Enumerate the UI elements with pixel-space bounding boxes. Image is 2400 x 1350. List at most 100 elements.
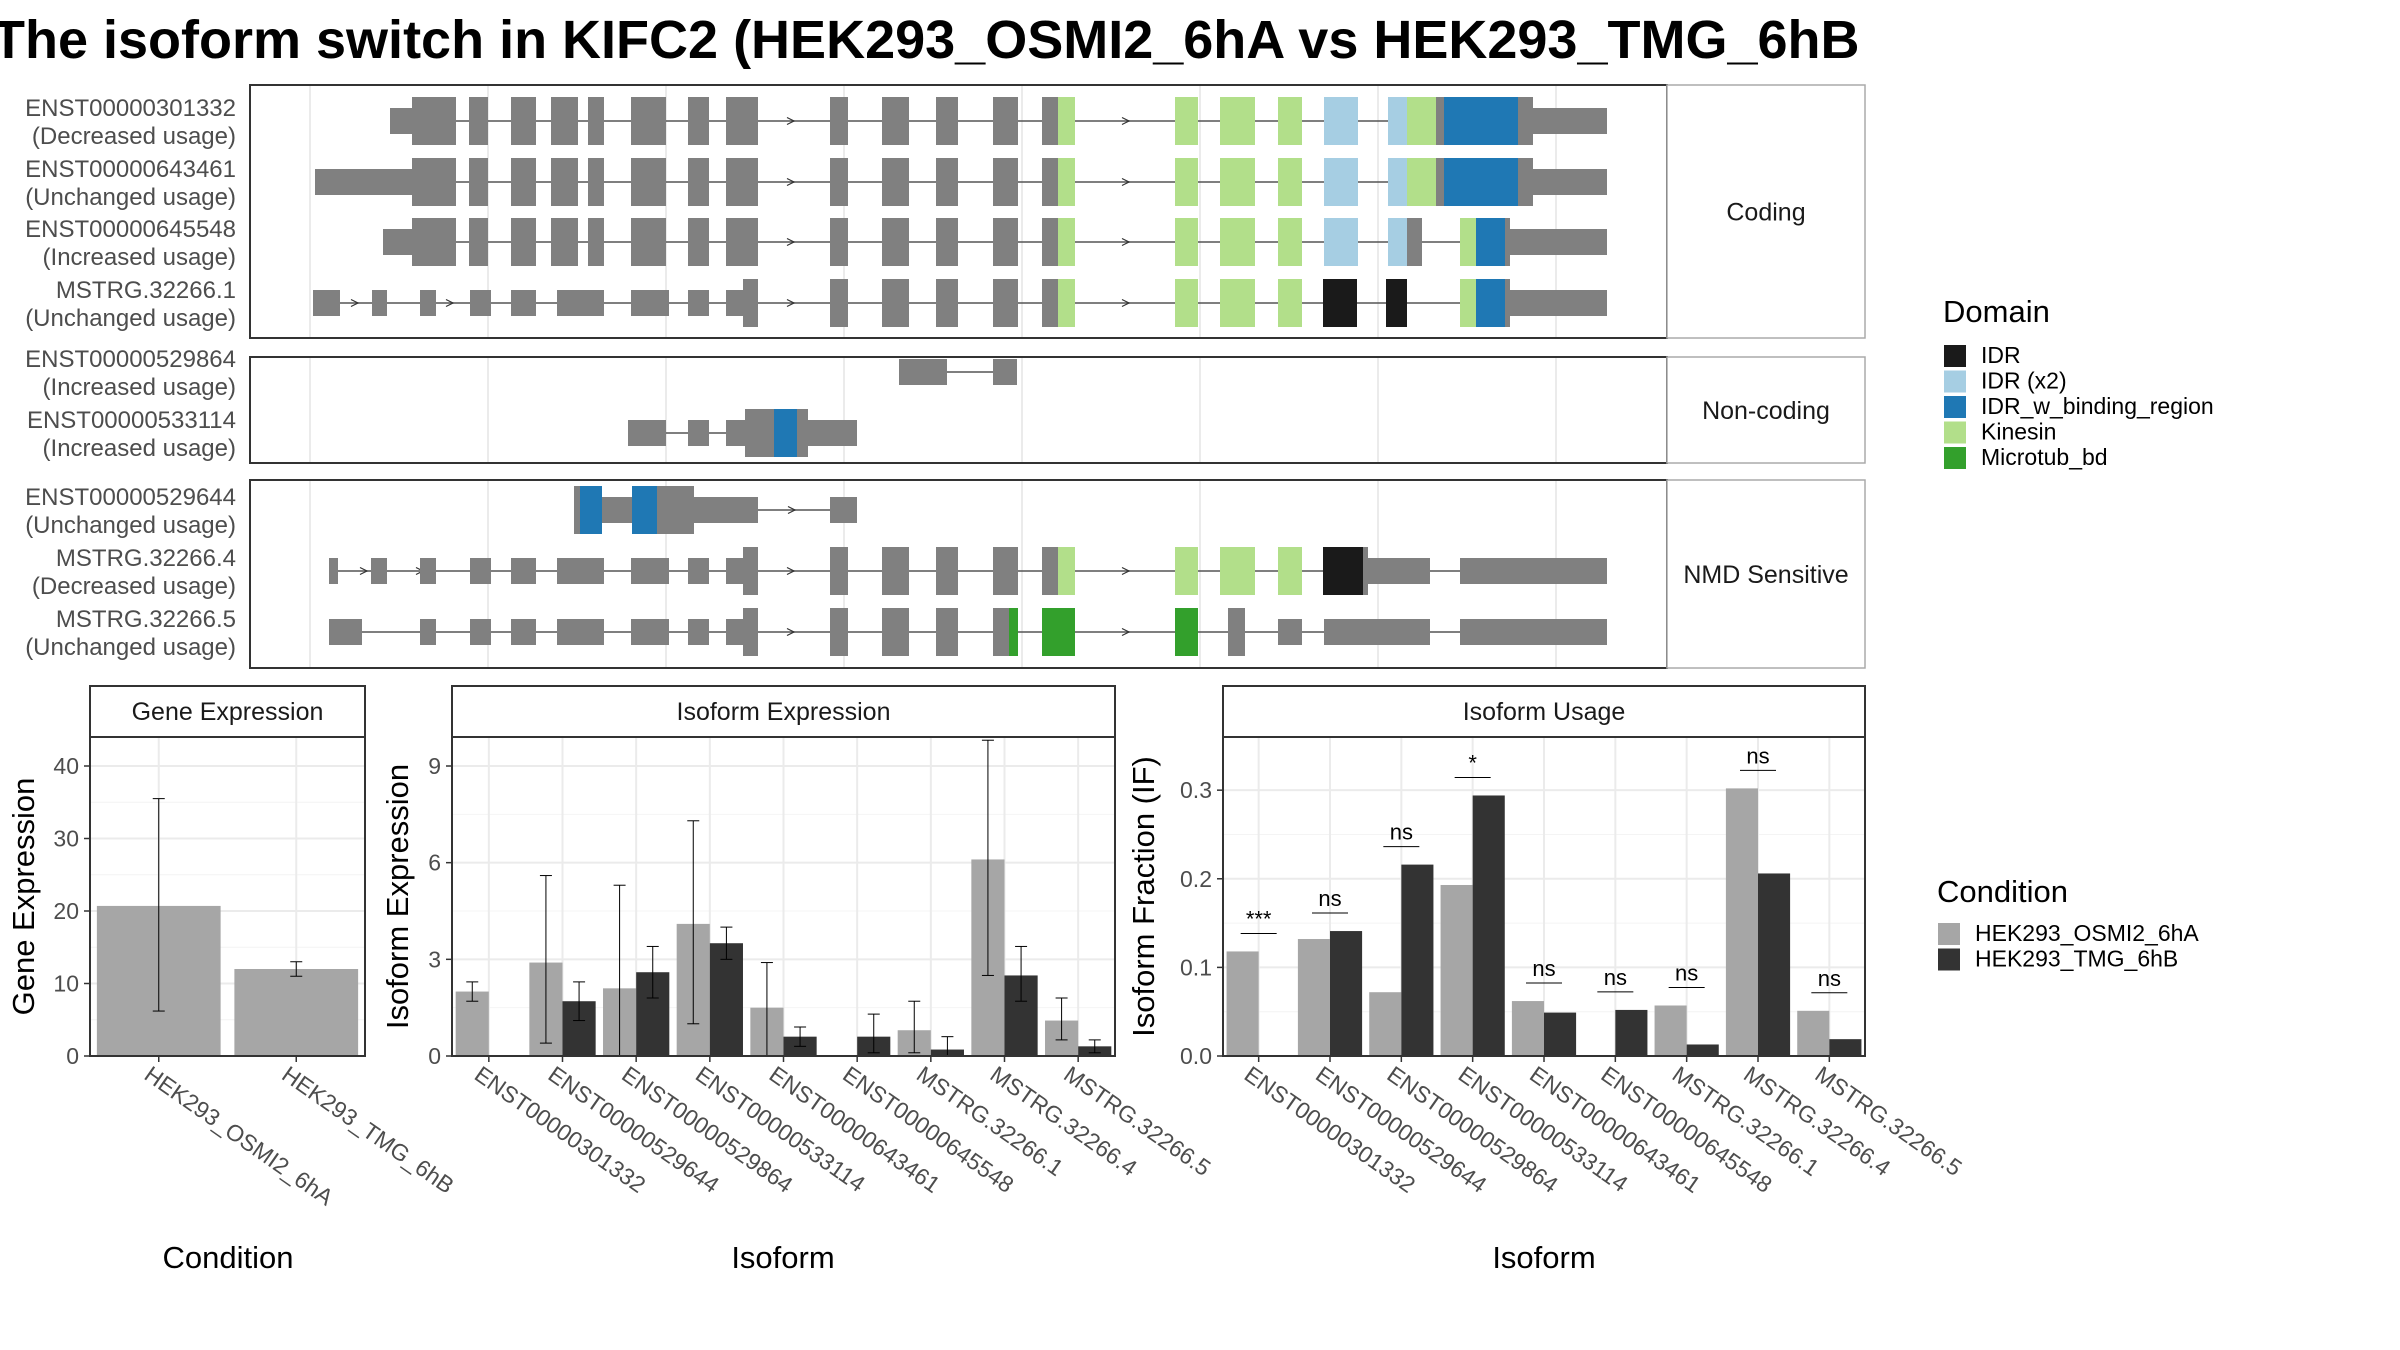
transcript-row: MSTRG.32266.5(Unchanged usage) xyxy=(25,606,1607,661)
exon-coding xyxy=(1220,279,1255,327)
y-tick-label: 10 xyxy=(53,971,79,997)
significance-label: *** xyxy=(1246,906,1272,931)
exon-utr xyxy=(420,619,436,645)
exon-utr xyxy=(688,619,709,645)
exon-utr xyxy=(726,420,745,446)
exon-coding xyxy=(551,97,578,145)
exon-coding xyxy=(1388,218,1407,266)
transcript-usage-label: (Unchanged usage) xyxy=(25,512,236,539)
exon-coding xyxy=(1175,218,1198,266)
exon-coding xyxy=(830,608,848,656)
exon-coding xyxy=(830,97,848,145)
exon-coding xyxy=(936,547,958,595)
bar xyxy=(709,943,743,1056)
plot-strip-title: Isoform Usage xyxy=(1463,698,1626,726)
exon-coding xyxy=(1278,218,1302,266)
exon-coding xyxy=(993,97,1018,145)
bar xyxy=(1472,795,1505,1056)
strand-arrow xyxy=(786,116,796,126)
exon-coding xyxy=(1436,158,1444,206)
bar xyxy=(1797,1010,1830,1056)
domain-legend-label: Microtub_bd xyxy=(1981,444,2108,470)
exon-coding xyxy=(1278,97,1302,145)
plot-strip xyxy=(451,685,1116,738)
strand-arrow xyxy=(445,298,455,308)
y-axis-title: Gene Expression xyxy=(6,778,41,1016)
exon-coding xyxy=(1407,158,1436,206)
figure-title: The isoform switch in KIFC2 (HEK293_OSMI… xyxy=(0,10,1860,70)
bar xyxy=(1369,992,1402,1056)
exon-coding xyxy=(830,547,848,595)
exon-coding xyxy=(1278,547,1302,595)
panel-strip xyxy=(1666,479,1866,669)
exon-coding xyxy=(551,218,578,266)
exon-coding xyxy=(1386,279,1407,327)
exon-coding xyxy=(1407,218,1422,266)
exon-coding xyxy=(797,409,808,457)
exon-coding xyxy=(511,158,536,206)
exon-utr xyxy=(694,497,758,523)
exon-coding xyxy=(1058,158,1075,206)
transcript-id-label: ENST00000645548 xyxy=(25,216,236,243)
exon-coding xyxy=(1058,279,1075,327)
panel-strip xyxy=(1666,356,1866,464)
exon-utr xyxy=(688,420,709,446)
panel-background xyxy=(250,357,1667,463)
bar-chart-panel: *** ns ns * ns ns ns ns ns Isoform Usage 0.0 0.1 0.2… xyxy=(1126,685,1967,1275)
significance-label: ns xyxy=(1532,956,1555,981)
panel-strip-label: Coding xyxy=(1726,199,1805,227)
exon-coding xyxy=(993,547,1018,595)
exon-utr xyxy=(511,558,536,584)
exon-coding xyxy=(1042,158,1058,206)
exon-coding xyxy=(1518,97,1533,145)
exon-coding xyxy=(1444,97,1518,145)
x-axis-title: Isoform xyxy=(1492,1240,1595,1275)
transcript-id-label: ENST00000301332 xyxy=(25,95,236,122)
exon-coding xyxy=(1228,608,1245,656)
exon-coding xyxy=(1323,279,1357,327)
transcript-row: ENST00000643461(Unchanged usage) xyxy=(25,156,1607,211)
transcript-panel: ENST00000529864(Increased usage)ENST0000… xyxy=(25,346,1866,464)
exon-coding xyxy=(882,608,909,656)
y-tick-label: 0.2 xyxy=(1180,866,1212,892)
transcript-usage-label: (Unchanged usage) xyxy=(25,305,236,332)
exon-coding xyxy=(654,218,666,266)
exon-coding xyxy=(882,158,909,206)
condition-legend-key xyxy=(1938,948,1960,971)
exon-coding xyxy=(631,158,654,206)
strand-arrow xyxy=(1121,116,1131,126)
exon-coding xyxy=(1505,218,1510,266)
transcript-usage-label: (Increased usage) xyxy=(43,374,236,401)
strand-arrow xyxy=(787,505,797,515)
exon-coding xyxy=(1220,158,1255,206)
exon-coding xyxy=(1042,608,1075,656)
panel-background xyxy=(250,480,1667,668)
exon-coding xyxy=(743,608,758,656)
exon-utr xyxy=(313,290,340,316)
exon-coding xyxy=(1042,218,1058,266)
exon-utr xyxy=(1533,169,1607,195)
exon-utr xyxy=(688,290,709,316)
bar xyxy=(1330,931,1363,1056)
exon-utr xyxy=(329,619,362,645)
transcript-id-label: MSTRG.32266.4 xyxy=(56,545,236,572)
exon-utr xyxy=(631,290,669,316)
plot-strip xyxy=(89,685,366,738)
y-tick-label: 3 xyxy=(428,946,441,972)
bar xyxy=(1511,1001,1544,1056)
strand-arrow xyxy=(786,566,796,576)
y-axis-title: Isoform Expression xyxy=(380,764,415,1029)
domain-legend-key xyxy=(1944,370,1966,393)
significance-label: ns xyxy=(1675,960,1698,985)
exon-coding xyxy=(1042,97,1058,145)
exon-coding xyxy=(1058,547,1075,595)
exon-utr xyxy=(390,108,412,134)
exon-coding xyxy=(936,158,958,206)
exon-coding xyxy=(1042,279,1058,327)
exon-utr xyxy=(470,290,491,316)
y-tick-label: 40 xyxy=(53,753,79,779)
exon-utr xyxy=(688,558,709,584)
exon-utr xyxy=(372,290,387,316)
